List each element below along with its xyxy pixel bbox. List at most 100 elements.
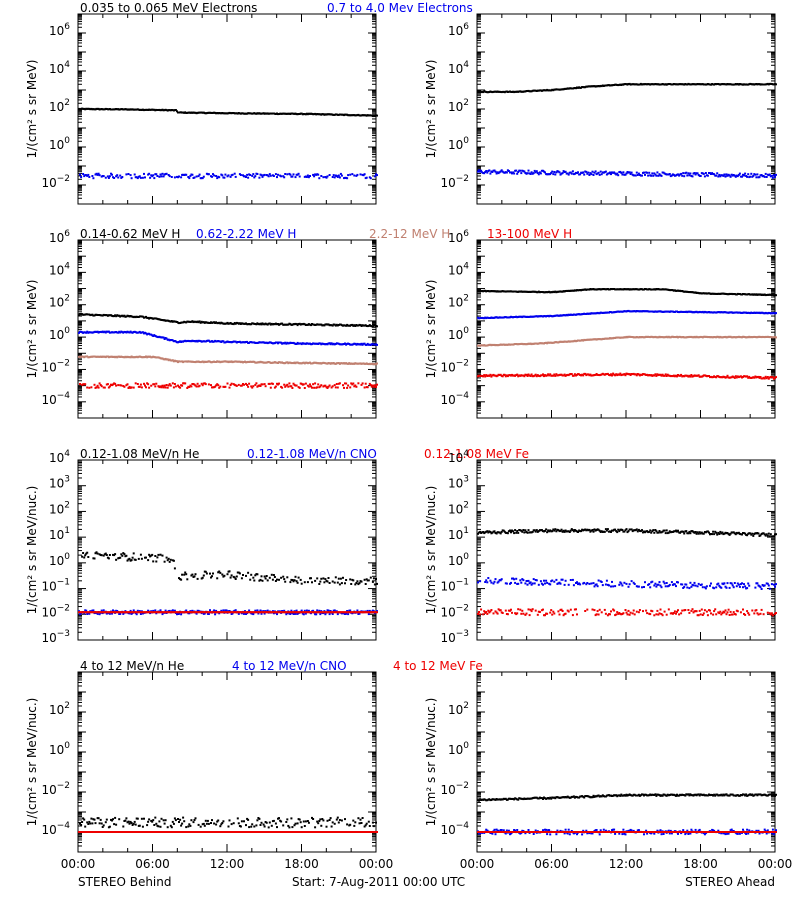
- data-point: [300, 362, 303, 365]
- data-point: [530, 290, 533, 293]
- data-point: [524, 315, 527, 318]
- data-point: [646, 171, 649, 174]
- data-point: [98, 553, 101, 556]
- data-point: [191, 573, 194, 576]
- data-point: [268, 382, 271, 385]
- data-point: [540, 89, 543, 92]
- data-point: [225, 609, 228, 612]
- data-point: [521, 342, 524, 345]
- data-point: [96, 173, 99, 176]
- data-point: [590, 338, 593, 341]
- data-point: [563, 373, 566, 376]
- data-point: [311, 112, 313, 115]
- data-point: [188, 177, 191, 180]
- data-point: [669, 336, 672, 339]
- data-point: [204, 383, 207, 386]
- data-point: [191, 383, 194, 385]
- data-point: [373, 583, 376, 586]
- data-point: [243, 612, 245, 615]
- data-point: [577, 373, 579, 376]
- data-point: [231, 361, 234, 364]
- data-point: [98, 355, 101, 358]
- data-point: [191, 339, 194, 342]
- y-axis-label: 1/(cm² s sr MeV): [25, 60, 39, 159]
- data-point: [303, 362, 306, 365]
- data-point: [557, 170, 560, 173]
- data-point: [112, 176, 114, 179]
- data-point: [716, 83, 719, 85]
- data-point: [349, 609, 352, 612]
- data-point: [185, 340, 188, 343]
- data-point: [274, 113, 277, 115]
- data-point: [532, 172, 535, 175]
- data-point: [326, 580, 329, 583]
- data-point: [354, 583, 357, 586]
- data-point: [191, 111, 194, 114]
- data-point: [251, 174, 254, 177]
- data-point: [756, 336, 759, 339]
- data-point: [592, 174, 595, 176]
- data-point: [760, 174, 763, 176]
- data-point: [178, 360, 180, 363]
- data-point: [130, 386, 133, 389]
- data-point: [102, 175, 105, 178]
- data-point: [302, 613, 305, 616]
- data-point: [86, 355, 89, 358]
- data-point: [205, 572, 208, 575]
- data-point: [627, 373, 630, 376]
- data-point: [491, 91, 494, 94]
- data-point: [276, 176, 278, 179]
- data-point: [699, 83, 702, 86]
- data-point: [606, 84, 609, 87]
- data-point: [122, 331, 125, 334]
- data-point: [303, 581, 306, 584]
- data-point: [165, 319, 168, 322]
- data-point: [650, 83, 653, 86]
- data-point: [178, 577, 180, 580]
- data-point: [228, 322, 231, 325]
- data-point: [491, 316, 494, 319]
- data-point: [176, 110, 178, 113]
- data-point: [610, 173, 612, 176]
- data-point: [250, 573, 253, 576]
- data-point: [319, 613, 322, 616]
- y-tick-label: 106: [448, 229, 469, 245]
- data-point: [283, 578, 286, 581]
- data-point: [488, 169, 491, 172]
- data-point: [214, 613, 217, 616]
- data-point: [216, 177, 219, 180]
- data-point: [666, 310, 669, 313]
- y-axis-label: 1/(cm² s sr MeV/nuc.): [25, 486, 39, 615]
- data-point: [371, 580, 374, 583]
- data-point: [128, 611, 131, 614]
- data-point: [720, 376, 723, 379]
- y-tick-label: 10−3: [41, 629, 70, 645]
- data-point: [665, 375, 668, 377]
- data-point: [743, 293, 745, 296]
- data-point: [699, 175, 702, 177]
- data-point: [514, 90, 517, 93]
- data-point: [519, 169, 522, 172]
- data-point: [81, 555, 84, 558]
- data-point: [485, 317, 488, 320]
- data-point: [152, 317, 155, 320]
- data-point: [534, 315, 537, 318]
- data-point: [639, 288, 642, 291]
- data-point: [202, 175, 205, 178]
- data-point: [548, 374, 551, 377]
- data-point: [504, 316, 507, 319]
- data-point: [314, 112, 317, 115]
- data-point: [270, 322, 273, 325]
- data-point: [112, 609, 114, 612]
- data-point: [156, 556, 159, 559]
- data-point: [134, 382, 137, 385]
- y-tick-label: 106: [448, 22, 469, 38]
- data-point: [706, 375, 709, 377]
- data-point: [155, 317, 158, 320]
- data-point: [753, 376, 756, 379]
- data-point: [629, 173, 632, 175]
- data-point: [162, 386, 165, 389]
- data-point: [759, 336, 762, 338]
- data-point: [754, 173, 757, 176]
- data-point: [108, 612, 111, 615]
